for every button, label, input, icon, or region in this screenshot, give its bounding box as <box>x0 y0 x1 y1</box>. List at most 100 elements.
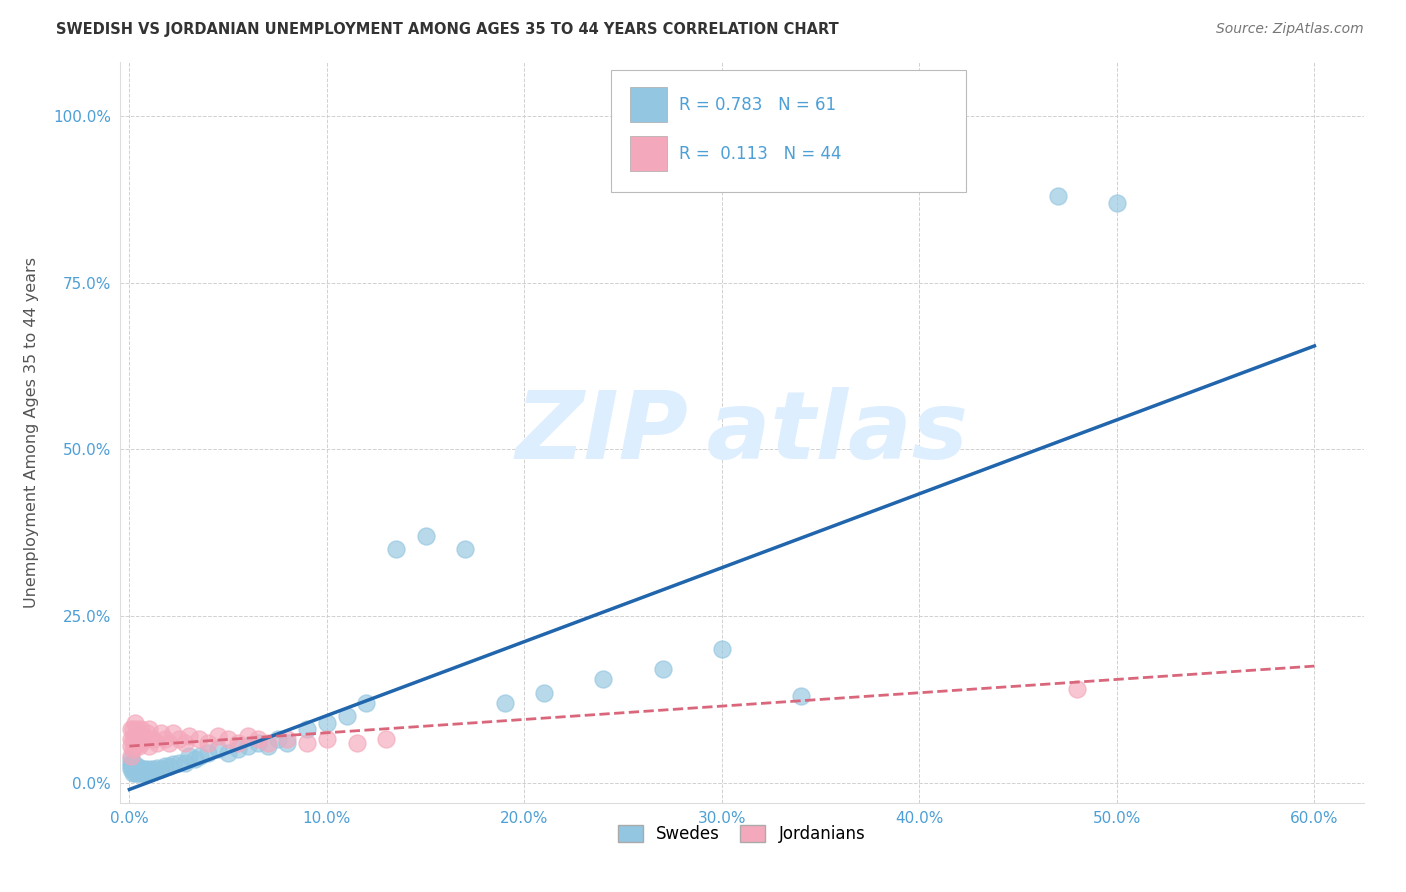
Point <box>142 732 165 747</box>
Point <box>415 529 437 543</box>
Point <box>256 736 278 750</box>
Point <box>295 736 318 750</box>
Point <box>315 732 337 747</box>
Point <box>122 759 145 773</box>
Point <box>336 709 359 723</box>
Point <box>132 763 155 777</box>
Point <box>124 729 146 743</box>
Point <box>266 732 288 747</box>
Point <box>122 732 145 747</box>
Point <box>127 763 149 777</box>
Point <box>177 749 200 764</box>
Point <box>153 732 176 747</box>
Point <box>207 742 229 756</box>
Point <box>122 765 145 780</box>
Point <box>124 759 146 773</box>
Point <box>173 736 195 750</box>
Point <box>710 642 733 657</box>
Point <box>139 764 162 778</box>
Point <box>276 736 298 750</box>
Point <box>120 723 142 737</box>
Text: R = 0.783   N = 61: R = 0.783 N = 61 <box>679 95 837 113</box>
Point <box>120 752 142 766</box>
Text: R =  0.113   N = 44: R = 0.113 N = 44 <box>679 145 842 162</box>
FancyBboxPatch shape <box>612 70 966 192</box>
Point <box>167 756 190 770</box>
Point <box>315 715 337 730</box>
Point <box>128 761 150 775</box>
Point <box>134 732 156 747</box>
Point <box>157 736 180 750</box>
Point <box>120 763 142 777</box>
Point <box>592 673 614 687</box>
Point <box>128 764 150 778</box>
Point <box>162 757 184 772</box>
Point <box>167 732 190 747</box>
Point <box>129 723 152 737</box>
Point <box>226 736 249 750</box>
Point <box>132 729 155 743</box>
Point <box>276 732 298 747</box>
Point <box>129 765 152 780</box>
Point <box>651 662 673 676</box>
Point <box>120 749 142 764</box>
Point <box>190 749 212 764</box>
Point <box>1105 195 1128 210</box>
Point <box>124 765 146 780</box>
Point <box>127 765 149 780</box>
Point <box>146 761 169 775</box>
Point <box>197 746 219 760</box>
Point <box>236 739 259 753</box>
Point <box>128 739 150 753</box>
Point <box>129 736 152 750</box>
Point <box>127 723 149 737</box>
Point <box>124 739 146 753</box>
Point <box>128 765 150 780</box>
Point <box>150 763 172 777</box>
Point <box>173 756 195 770</box>
Y-axis label: Unemployment Among Ages 35 to 44 years: Unemployment Among Ages 35 to 44 years <box>24 257 39 608</box>
Point <box>127 759 149 773</box>
Legend: Swedes, Jordanians: Swedes, Jordanians <box>612 819 872 850</box>
Point <box>157 759 180 773</box>
Point <box>122 723 145 737</box>
Point <box>134 763 156 777</box>
Point <box>197 736 219 750</box>
Point <box>142 763 165 777</box>
Point <box>120 759 142 773</box>
Point <box>138 739 160 753</box>
Point <box>356 696 378 710</box>
Point <box>127 736 149 750</box>
Point <box>150 725 172 739</box>
Point <box>136 725 159 739</box>
Text: SWEDISH VS JORDANIAN UNEMPLOYMENT AMONG AGES 35 TO 44 YEARS CORRELATION CHART: SWEDISH VS JORDANIAN UNEMPLOYMENT AMONG … <box>56 22 839 37</box>
Point <box>129 763 152 777</box>
Point <box>533 686 555 700</box>
Point <box>385 542 408 557</box>
Point <box>120 756 142 770</box>
Point <box>375 732 398 747</box>
Point <box>295 723 318 737</box>
Point <box>124 715 146 730</box>
Point <box>136 764 159 778</box>
Text: Source: ZipAtlas.com: Source: ZipAtlas.com <box>1216 22 1364 37</box>
Point <box>1066 682 1088 697</box>
Point <box>122 756 145 770</box>
Point <box>162 725 184 739</box>
Point <box>187 732 209 747</box>
Point <box>346 736 368 750</box>
Point <box>138 723 160 737</box>
Point <box>217 732 239 747</box>
Point <box>120 739 142 753</box>
Point <box>494 696 516 710</box>
Point <box>256 739 278 753</box>
Text: ZIP atlas: ZIP atlas <box>515 386 969 479</box>
Point <box>122 763 145 777</box>
Point <box>183 752 205 766</box>
Point <box>790 689 813 703</box>
Point <box>207 729 229 743</box>
Point <box>454 542 477 557</box>
Point <box>132 765 155 780</box>
Point <box>246 736 269 750</box>
Point <box>120 732 142 747</box>
